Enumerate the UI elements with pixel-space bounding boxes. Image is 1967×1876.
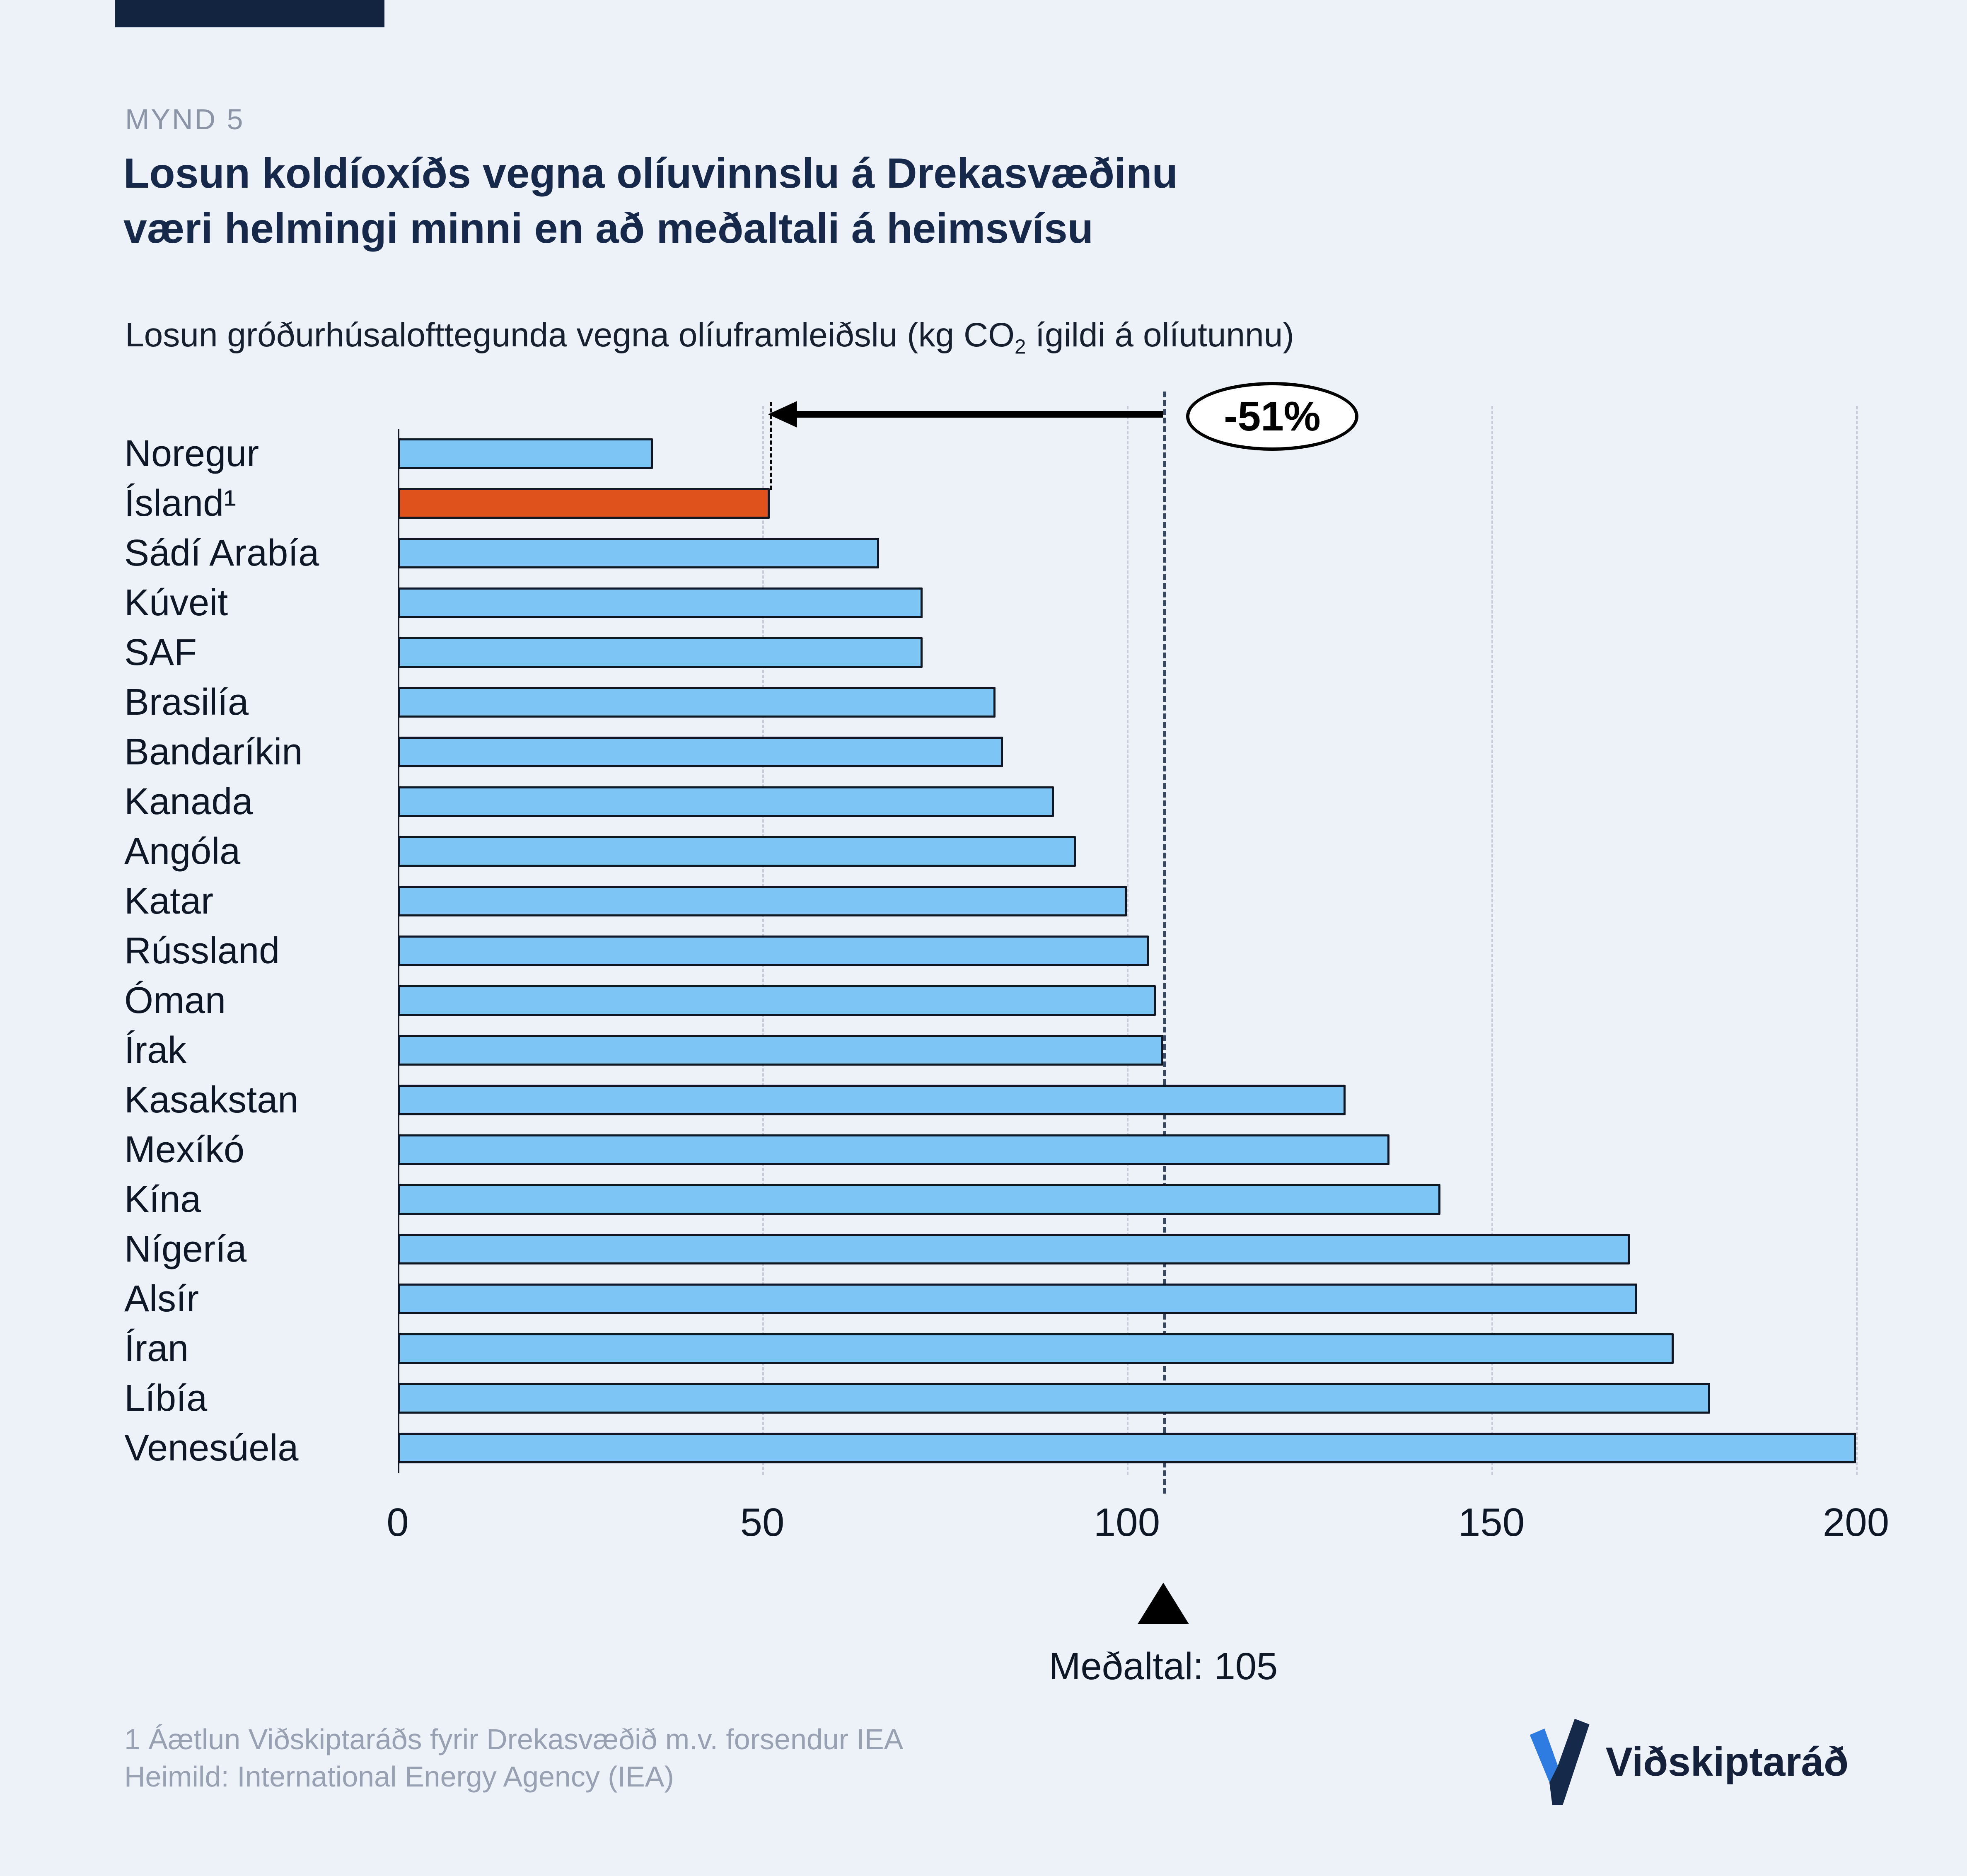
chart-row: Kína bbox=[124, 1175, 1918, 1224]
chart-bar bbox=[398, 786, 1054, 817]
bar-chart: -51% Noregur Ísland¹ Sádí Arabía Kúveit SAF B… bbox=[124, 382, 1918, 1687]
chart-row: Kanada bbox=[124, 777, 1918, 827]
category-label: Bandaríkin bbox=[124, 731, 303, 773]
chart-bar bbox=[398, 538, 879, 568]
category-label: Angóla bbox=[124, 830, 241, 872]
chart-bar bbox=[398, 1433, 1856, 1463]
chart-row: SAF bbox=[124, 628, 1918, 677]
chart-subtitle-text: Losun gróðurhúsalofttegunda vegna olíufr… bbox=[125, 316, 1015, 354]
chart-bar bbox=[398, 637, 923, 668]
chart-row: Bandaríkin bbox=[124, 727, 1918, 777]
chart-row: Kasakstan bbox=[124, 1075, 1918, 1125]
category-label: Brasilía bbox=[124, 681, 249, 723]
chart-bar bbox=[398, 1383, 1710, 1414]
chart-row: Rússland bbox=[124, 926, 1918, 976]
chart-row: Brasilía bbox=[124, 677, 1918, 727]
chart-bar bbox=[398, 1333, 1674, 1364]
chart-row: Írak bbox=[124, 1025, 1918, 1075]
chart-rows: Noregur Ísland¹ Sádí Arabía Kúveit SAF Brasil… bbox=[124, 429, 1918, 1473]
chart-row: Ísland¹ bbox=[124, 479, 1918, 528]
x-tick-label: 0 bbox=[387, 1500, 409, 1545]
average-dashed-line bbox=[1163, 392, 1166, 1494]
x-tick-label: 50 bbox=[740, 1500, 785, 1545]
vidskiptarad-logo-icon bbox=[1521, 1715, 1592, 1808]
category-label: Sádí Arabía bbox=[124, 532, 319, 574]
footnote-source: Heimild: International Energy Agency (IE… bbox=[124, 1760, 674, 1793]
chart-bar bbox=[398, 687, 996, 718]
chart-subtitle-unit: ígildi á olíutunnu) bbox=[1026, 316, 1294, 354]
chart-row: Kúveit bbox=[124, 578, 1918, 628]
category-label: Rússland bbox=[124, 930, 280, 972]
chart-bar bbox=[398, 985, 1156, 1016]
chart-row: Venesúela bbox=[124, 1423, 1918, 1473]
x-tick-label: 150 bbox=[1458, 1500, 1525, 1545]
chart-title-line1: Losun koldíoxíðs vegna olíuvinnslu á Dre… bbox=[123, 150, 1178, 197]
gridline bbox=[1856, 406, 1858, 1475]
category-label: SAF bbox=[124, 631, 197, 673]
category-label: Venesúela bbox=[124, 1427, 299, 1469]
reduction-badge: -51% bbox=[1186, 382, 1358, 451]
chart-row: Alsír bbox=[124, 1274, 1918, 1324]
category-label: Kína bbox=[124, 1178, 201, 1220]
iceland-dashed-line bbox=[769, 402, 772, 490]
co2-subscript: 2 bbox=[1014, 335, 1026, 358]
chart-bar bbox=[398, 488, 770, 519]
vidskiptarad-logo: Viðskiptaráð bbox=[1521, 1715, 1849, 1808]
chart-row: Nígería bbox=[124, 1224, 1918, 1274]
chart-bar bbox=[398, 936, 1149, 966]
chart-row: Sádí Arabía bbox=[124, 528, 1918, 578]
chart-row: Óman bbox=[124, 976, 1918, 1025]
gridline bbox=[1491, 406, 1493, 1475]
chart-bar bbox=[398, 886, 1127, 916]
category-label: Íran bbox=[124, 1327, 189, 1369]
x-tick-label: 100 bbox=[1093, 1500, 1160, 1545]
x-tick-label: 200 bbox=[1822, 1500, 1890, 1545]
category-label: Kasakstan bbox=[124, 1079, 299, 1121]
category-label: Ísland¹ bbox=[124, 482, 237, 524]
chart-bar bbox=[398, 587, 923, 618]
chart-bar bbox=[398, 1234, 1630, 1264]
chart-bar bbox=[398, 1134, 1389, 1165]
chart-row: Líbía bbox=[124, 1373, 1918, 1423]
category-label: Kanada bbox=[124, 781, 253, 822]
average-marker-triangle bbox=[1138, 1583, 1189, 1624]
category-label: Líbía bbox=[124, 1377, 208, 1419]
average-label: Meðaltal: 105 bbox=[1049, 1645, 1278, 1687]
chart-bar bbox=[398, 836, 1076, 867]
chart-row: Katar bbox=[124, 876, 1918, 926]
category-label: Írak bbox=[124, 1029, 187, 1071]
category-label: Óman bbox=[124, 979, 226, 1021]
category-label: Kúveit bbox=[124, 582, 228, 624]
chart-bar bbox=[398, 438, 653, 469]
category-label: Mexíkó bbox=[124, 1129, 245, 1170]
footnote-estimate: 1 Áætlun Viðskiptaráðs fyrir Drekasvæðið… bbox=[124, 1723, 904, 1755]
chart-bar bbox=[398, 1085, 1346, 1115]
chart-title: Losun koldíoxíðs vegna olíuvinnslu á Dre… bbox=[123, 146, 1178, 256]
chart-row: Mexíkó bbox=[124, 1125, 1918, 1175]
figure-label: MYND 5 bbox=[125, 103, 245, 135]
chart-bar bbox=[398, 1284, 1637, 1314]
chart-row: Noregur bbox=[124, 429, 1918, 479]
brand-accent-bar bbox=[115, 0, 384, 27]
chart-title-line2: væri helmingi minni en að meðaltali á he… bbox=[123, 204, 1094, 252]
chart-row: Angóla bbox=[124, 827, 1918, 876]
chart-bar bbox=[398, 737, 1003, 767]
category-label: Katar bbox=[124, 880, 214, 922]
category-label: Noregur bbox=[124, 433, 259, 474]
chart-row: Íran bbox=[124, 1324, 1918, 1373]
category-label: Alsír bbox=[124, 1278, 199, 1320]
chart-subtitle: Losun gróðurhúsalofttegunda vegna olíufr… bbox=[125, 316, 1294, 358]
chart-bar bbox=[398, 1035, 1163, 1066]
reduction-arrow-line bbox=[795, 411, 1163, 418]
vidskiptarad-logo-text: Viðskiptaráð bbox=[1605, 1739, 1849, 1784]
category-label: Nígería bbox=[124, 1228, 247, 1270]
reduction-arrow-head bbox=[768, 401, 797, 428]
chart-bar bbox=[398, 1184, 1440, 1215]
